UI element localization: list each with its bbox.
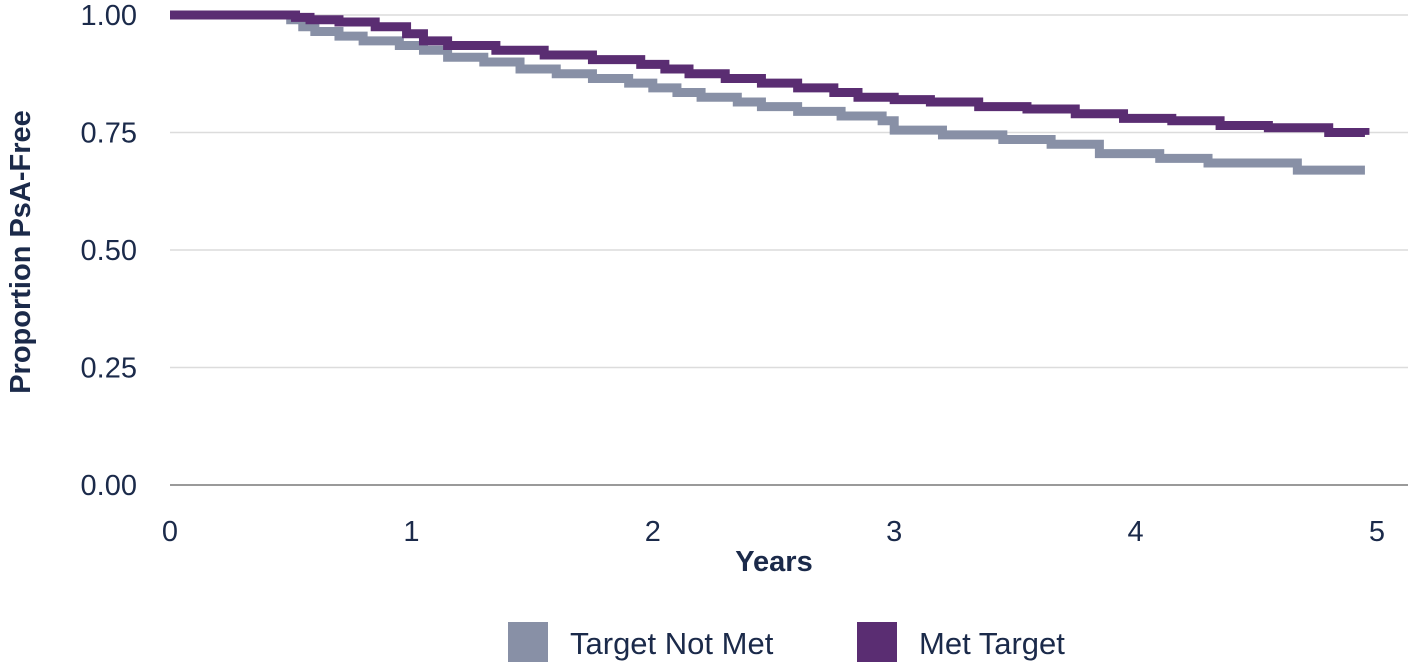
legend-swatch xyxy=(508,622,548,662)
legend: Target Not Met Met Target xyxy=(508,622,1065,662)
x-tick-label: 4 xyxy=(1128,516,1144,548)
y-axis-ticks: 0.00 0.25 0.50 0.75 1.00 xyxy=(81,0,137,502)
y-tick-label: 0.00 xyxy=(81,470,137,502)
series-line-target-not-met xyxy=(170,10,1365,175)
x-tick-label: 3 xyxy=(886,516,902,548)
legend-label: Target Not Met xyxy=(570,626,774,661)
series-lines xyxy=(170,10,1370,175)
y-tick-label: 0.50 xyxy=(81,235,137,267)
x-tick-label: 1 xyxy=(403,516,419,548)
series-line-met-target xyxy=(170,10,1370,137)
legend-swatch xyxy=(857,622,897,662)
x-tick-label: 0 xyxy=(162,516,178,548)
y-axis-title: Proportion PsA-Free xyxy=(5,110,37,394)
x-tick-label: 2 xyxy=(645,516,661,548)
x-axis-ticks: 0 1 2 3 4 5 xyxy=(162,516,1385,548)
legend-label: Met Target xyxy=(919,626,1065,661)
grid-lines xyxy=(170,14,1408,486)
y-tick-label: 1.00 xyxy=(81,0,137,32)
x-tick-label: 5 xyxy=(1369,516,1385,548)
x-axis-title: Years xyxy=(735,546,812,578)
y-tick-label: 0.75 xyxy=(81,118,137,150)
y-tick-label: 0.25 xyxy=(81,353,137,385)
